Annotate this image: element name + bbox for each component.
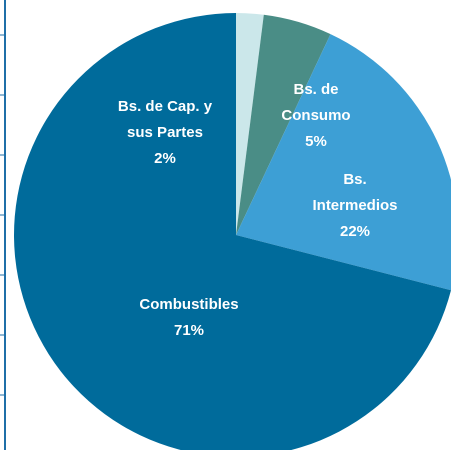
slice-label: Consumo <box>281 107 350 124</box>
slice-label: Combustibles <box>139 296 238 313</box>
slice-label: Bs. de <box>293 81 338 98</box>
labels: Bs. de Cap. y sus Partes 2% Bs. de Consumo 5%… <box>118 81 398 339</box>
value-label: 2% <box>154 150 176 167</box>
slice-label: sus Partes <box>127 124 203 141</box>
slice-label: Bs. <box>343 171 366 188</box>
pie-slice <box>236 14 331 236</box>
pie <box>14 13 451 450</box>
pie-slice <box>236 34 451 291</box>
value-label: 5% <box>305 133 327 150</box>
value-label: 22% <box>340 223 370 240</box>
frame-axis <box>0 0 6 450</box>
pie-slice <box>14 13 451 450</box>
slice-label: Intermedios <box>312 197 397 214</box>
value-label: 71% <box>174 322 204 339</box>
slice-label: Bs. de Cap. y <box>118 98 213 115</box>
pie-slice <box>236 13 264 235</box>
